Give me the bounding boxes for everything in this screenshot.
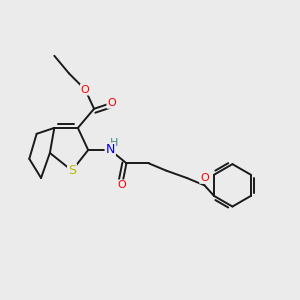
Text: O: O [81,85,90,94]
Text: S: S [68,164,76,177]
Text: H: H [110,138,118,148]
Text: N: N [106,143,115,157]
Text: O: O [200,173,209,183]
Text: O: O [107,98,116,108]
Text: O: O [118,180,126,190]
